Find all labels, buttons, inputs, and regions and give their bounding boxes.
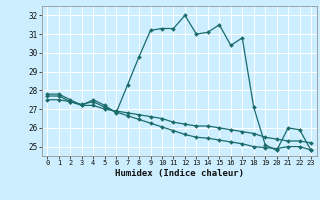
X-axis label: Humidex (Indice chaleur): Humidex (Indice chaleur) — [115, 169, 244, 178]
